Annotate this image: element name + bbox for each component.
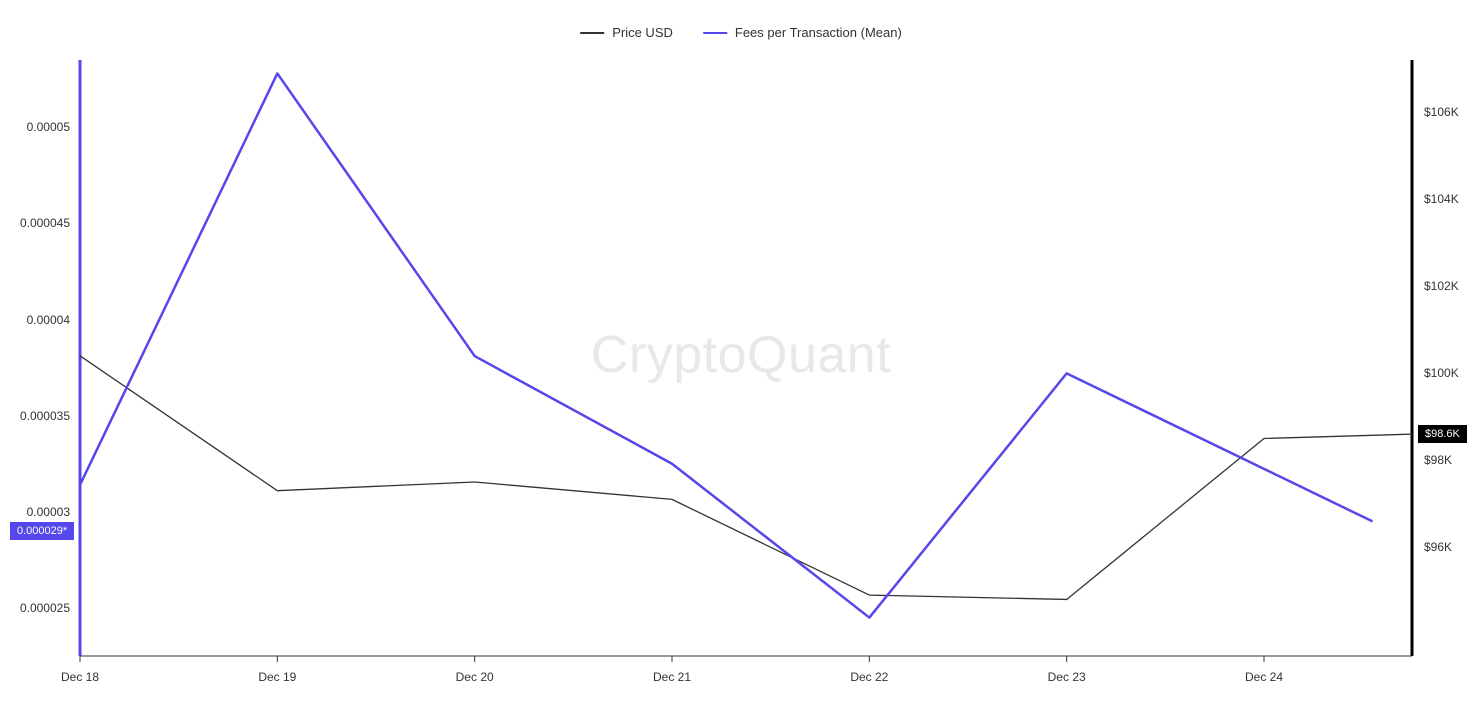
axis-tick-label: 0.000035 — [0, 409, 70, 423]
axis-tick-label: Dec 22 — [850, 670, 888, 684]
axis-tick-label: Dec 24 — [1245, 670, 1283, 684]
axis-tick-label: Dec 18 — [61, 670, 99, 684]
axis-tick-label: 0.00004 — [0, 313, 70, 327]
axis-tick-label: $98K — [1424, 453, 1452, 467]
chart-plot — [0, 0, 1482, 710]
axis-tick-label: $102K — [1424, 279, 1459, 293]
axis-tick-label: $96K — [1424, 540, 1452, 554]
right-axis-value-marker: $98.6K — [1418, 425, 1467, 443]
axis-tick-label: $106K — [1424, 105, 1459, 119]
axis-tick-label: 0.000045 — [0, 216, 70, 230]
axis-tick-label: Dec 20 — [456, 670, 494, 684]
axis-tick-label: 0.00005 — [0, 120, 70, 134]
axis-tick-label: $100K — [1424, 366, 1459, 380]
axis-tick-label: 0.00003 — [0, 505, 70, 519]
axis-tick-label: Dec 19 — [258, 670, 296, 684]
axis-tick-label: 0.000025 — [0, 601, 70, 615]
axis-tick-label: $104K — [1424, 192, 1459, 206]
left-axis-value-marker: 0.000029* — [10, 522, 74, 540]
axis-tick-label: Dec 21 — [653, 670, 691, 684]
axis-tick-label: Dec 23 — [1048, 670, 1086, 684]
